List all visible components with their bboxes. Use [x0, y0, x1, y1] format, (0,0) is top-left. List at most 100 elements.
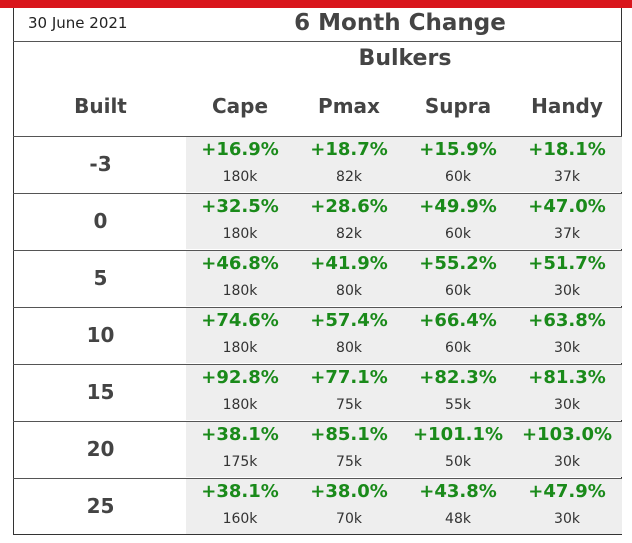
vessel-size-value: 30k: [554, 511, 580, 527]
table-cell: +82.3% 55k: [404, 364, 512, 420]
vessel-size-value: 30k: [554, 454, 580, 470]
price-change-value: +63.8%: [528, 310, 606, 331]
row-shading: [186, 308, 622, 363]
table-cell: +18.7% 82k: [295, 136, 403, 192]
report-date: 30 June 2021: [28, 14, 128, 32]
vessel-size-value: 60k: [445, 283, 471, 299]
price-change-value: +51.7%: [528, 253, 606, 274]
price-change-value: +32.5%: [201, 196, 279, 217]
table-cell: +55.2% 60k: [404, 250, 512, 306]
table-row: -3 +16.9% 180k +18.7% 82k +15.9% 60k +18.1% 37k: [13, 136, 622, 192]
table-cell: +16.9% 180k: [186, 136, 294, 192]
table-cell: +66.4% 60k: [404, 307, 512, 363]
vessel-size-value: 180k: [222, 169, 258, 185]
table-row: 15 +92.8% 180k +77.1% 75k +82.3% 55k +81.3% 30k: [13, 364, 622, 420]
price-change-value: +74.6%: [201, 310, 279, 331]
price-change-value: +28.6%: [310, 196, 388, 217]
vessel-size-value: 80k: [336, 340, 362, 356]
price-change-value: +55.2%: [419, 253, 497, 274]
vessel-size-value: 160k: [222, 511, 258, 527]
price-change-value: +15.9%: [419, 139, 497, 160]
price-change-value: +66.4%: [419, 310, 497, 331]
price-change-value: +38.1%: [201, 424, 279, 445]
top-red-bar: [0, 0, 632, 8]
vessel-size-value: 37k: [554, 226, 580, 242]
table-cell: +63.8% 30k: [513, 307, 621, 363]
row-label-built: 10: [86, 323, 115, 347]
table-cell: +32.5% 180k: [186, 193, 294, 249]
price-change-value: +85.1%: [310, 424, 388, 445]
table-cell: +28.6% 82k: [295, 193, 403, 249]
price-change-value: +16.9%: [201, 139, 279, 160]
table-cell: +51.7% 30k: [513, 250, 621, 306]
table-cell: +92.8% 180k: [186, 364, 294, 420]
vessel-size-value: 30k: [554, 340, 580, 356]
row-shading: [186, 365, 622, 420]
column-header-built: Built: [74, 94, 127, 118]
title-divider: [13, 41, 622, 42]
price-change-value: +18.1%: [528, 139, 606, 160]
row-divider: [13, 421, 622, 422]
row-label-built: -3: [89, 152, 112, 176]
price-change-value: +46.8%: [201, 253, 279, 274]
row-shading: [186, 422, 622, 477]
table-cell: +101.1% 50k: [404, 421, 512, 477]
table-cell: +38.1% 160k: [186, 478, 294, 534]
table-row: 25 +38.1% 160k +38.0% 70k +43.8% 48k +47.9% 30k: [13, 478, 622, 534]
vessel-size-value: 30k: [554, 283, 580, 299]
vessel-size-value: 50k: [445, 454, 471, 470]
price-change-value: +92.8%: [201, 367, 279, 388]
vessel-size-value: 60k: [445, 340, 471, 356]
row-shading: [186, 137, 622, 192]
table-cell: +41.9% 80k: [295, 250, 403, 306]
row-shading: [186, 194, 622, 249]
table-cell: +47.0% 37k: [513, 193, 621, 249]
price-change-value: +101.1%: [412, 424, 504, 445]
table-cell: +77.1% 75k: [295, 364, 403, 420]
column-header-handy: Handy: [531, 94, 603, 118]
row-shading: [186, 479, 622, 534]
table-cell: +74.6% 180k: [186, 307, 294, 363]
vessel-size-value: 30k: [554, 397, 580, 413]
row-divider: [13, 478, 622, 479]
vessel-size-value: 60k: [445, 169, 471, 185]
row-divider: [13, 250, 622, 251]
vessel-size-value: 80k: [336, 283, 362, 299]
row-label-built: 20: [86, 437, 115, 461]
column-header-pmax: Pmax: [318, 94, 380, 118]
vessel-size-value: 82k: [336, 226, 362, 242]
vessel-size-value: 55k: [445, 397, 471, 413]
row-divider: [13, 136, 622, 137]
vessel-size-value: 180k: [222, 397, 258, 413]
row-label-built: 5: [93, 266, 108, 290]
table-cell: +81.3% 30k: [513, 364, 621, 420]
table-row: 5 +46.8% 180k +41.9% 80k +55.2% 60k +51.7% 30k: [13, 250, 622, 306]
table-cell: +103.0% 30k: [513, 421, 621, 477]
price-change-value: +47.0%: [528, 196, 606, 217]
row-label-built: 0: [93, 209, 108, 233]
price-change-value: +38.0%: [310, 481, 388, 502]
vessel-size-value: 70k: [336, 511, 362, 527]
table-row: 0 +32.5% 180k +28.6% 82k +49.9% 60k +47.0% 37k: [13, 193, 622, 249]
table-cell: +57.4% 80k: [295, 307, 403, 363]
row-shading: [186, 251, 622, 306]
vessel-size-value: 180k: [222, 340, 258, 356]
vessel-size-value: 37k: [554, 169, 580, 185]
column-header-cape: Cape: [211, 94, 269, 118]
table-row: 20 +38.1% 175k +85.1% 75k +101.1% 50k +103.0% 30…: [13, 421, 622, 477]
row-divider: [13, 364, 622, 365]
row-divider: [13, 193, 622, 194]
price-change-value: +81.3%: [528, 367, 606, 388]
table-cell: +15.9% 60k: [404, 136, 512, 192]
vessel-size-value: 60k: [445, 226, 471, 242]
vessel-size-value: 180k: [222, 226, 258, 242]
vessel-size-value: 180k: [222, 283, 258, 299]
vessel-size-value: 75k: [336, 397, 362, 413]
price-change-value: +43.8%: [419, 481, 497, 502]
price-change-value: +103.0%: [521, 424, 613, 445]
table-cell: +43.8% 48k: [404, 478, 512, 534]
row-label-built: 25: [86, 494, 115, 518]
table-cell: +38.0% 70k: [295, 478, 403, 534]
vessel-size-value: 175k: [222, 454, 258, 470]
row-label-built: 15: [86, 380, 115, 404]
